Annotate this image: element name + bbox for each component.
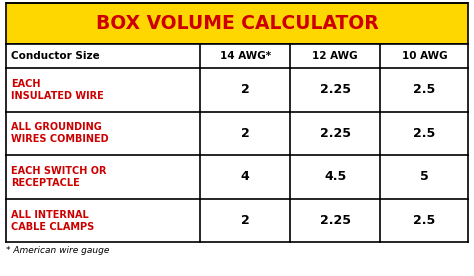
Text: 4.5: 4.5	[324, 170, 346, 184]
Bar	[6, 68, 468, 112]
Bar	[6, 44, 468, 68]
Text: BOX VOLUME CALCULATOR: BOX VOLUME CALCULATOR	[96, 14, 378, 33]
Text: 2: 2	[241, 214, 249, 227]
Text: ALL INTERNAL
CABLE CLAMPS: ALL INTERNAL CABLE CLAMPS	[11, 209, 95, 232]
Bar	[6, 112, 468, 155]
Text: 2.25: 2.25	[320, 127, 351, 140]
Text: 2: 2	[241, 127, 249, 140]
Text: 2.25: 2.25	[320, 83, 351, 96]
Text: 5: 5	[420, 170, 429, 184]
Bar	[6, 199, 468, 242]
Bar	[6, 3, 468, 44]
Text: 2.5: 2.5	[413, 214, 436, 227]
Text: EACH SWITCH OR
RECEPTACLE: EACH SWITCH OR RECEPTACLE	[11, 166, 107, 188]
Text: ALL GROUNDING
WIRES COMBINED: ALL GROUNDING WIRES COMBINED	[11, 122, 109, 144]
Text: 14 AWG*: 14 AWG*	[219, 51, 271, 61]
Text: * American wire gauge: * American wire gauge	[6, 246, 109, 256]
Bar	[6, 155, 468, 199]
Text: 2.25: 2.25	[320, 214, 351, 227]
Text: EACH
INSULATED WIRE: EACH INSULATED WIRE	[11, 79, 104, 101]
Text: 2: 2	[241, 83, 249, 96]
Text: 2.5: 2.5	[413, 83, 436, 96]
Text: 12 AWG: 12 AWG	[312, 51, 358, 61]
Text: 10 AWG: 10 AWG	[401, 51, 447, 61]
Text: 2.5: 2.5	[413, 127, 436, 140]
Text: 4: 4	[241, 170, 249, 184]
Text: Conductor Size: Conductor Size	[11, 51, 100, 61]
